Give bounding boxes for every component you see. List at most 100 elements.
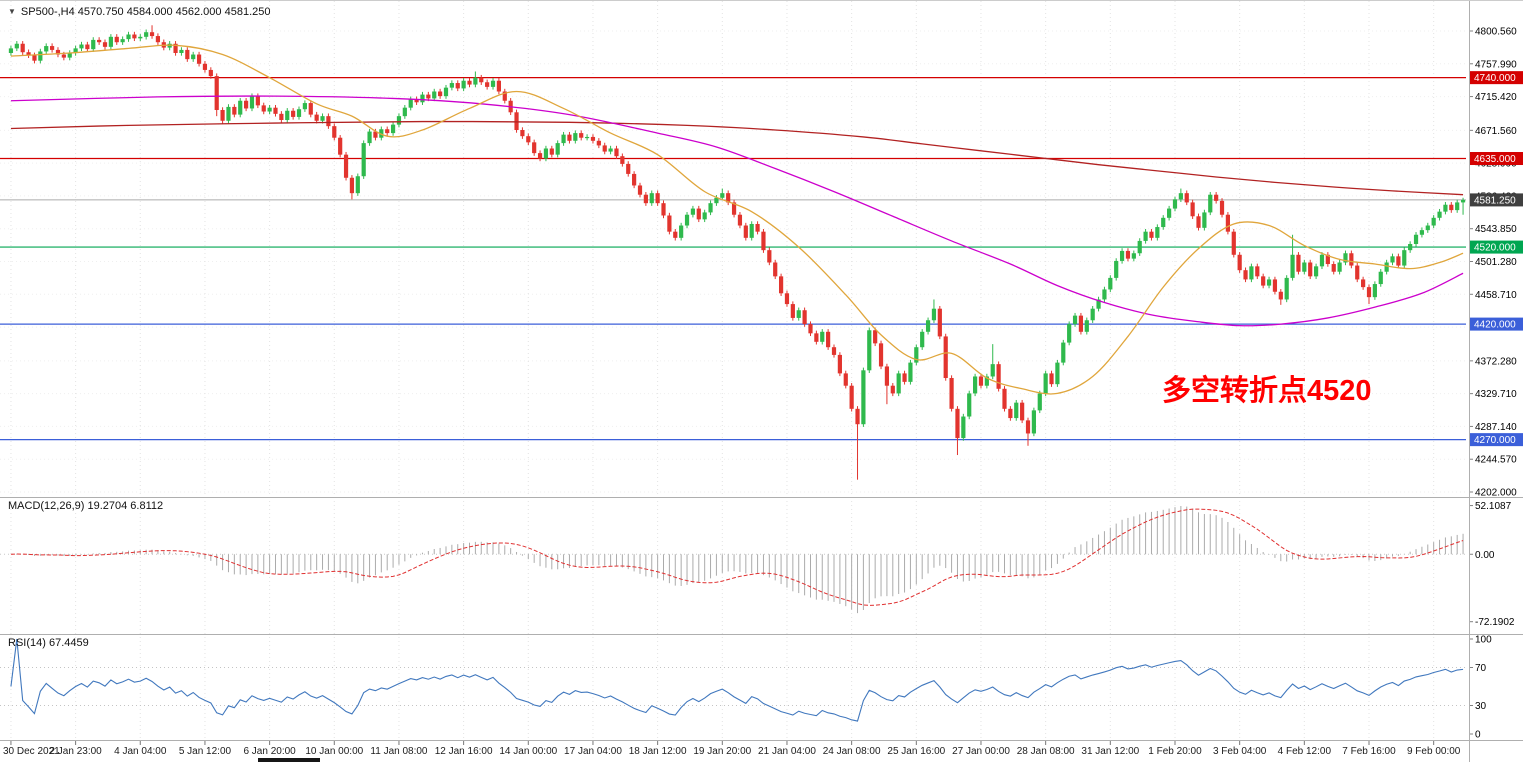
rsi-tick-label: 100 [1475,635,1492,646]
time-tick-label: 17 Jan 04:00 [564,746,622,757]
candle-body [244,100,249,109]
rsi-tick-label: 70 [1475,663,1487,674]
candle-body [173,43,178,53]
candle-body [555,143,560,155]
candle-body [714,197,719,204]
candle-body [120,39,125,43]
candle-body [584,136,590,139]
time-tick-label: 11 Jan 08:00 [370,746,428,757]
candle-body [984,376,989,386]
time-tick-label: 24 Jan 08:00 [823,746,881,757]
time-tick-label: 21 Jan 04:00 [758,746,816,757]
candle-body [267,107,272,112]
candle-body [1419,230,1425,235]
candle-body [279,113,284,121]
candle-body [549,148,554,155]
candle-body [520,130,525,137]
candle-body [955,408,960,439]
candle-body [232,106,237,115]
time-tick-label: 5 Jan 12:00 [179,746,232,757]
candle-body [1378,271,1383,285]
candle-body [185,49,190,60]
price-tick-label: 4757.990 [1475,59,1517,70]
candle-body [314,114,319,121]
price-tick-label: 4800.560 [1475,27,1517,38]
candle-body [273,107,278,114]
candle-body [526,136,531,143]
candle-body [561,134,566,144]
candle-body [1261,276,1266,286]
price-level-label: 4270.000 [1474,435,1516,446]
time-axis-bg[interactable] [0,740,1523,762]
candle-body [1460,199,1466,203]
price-tick-label: 4543.850 [1475,224,1517,235]
candle-body [602,145,607,152]
candle-body [255,96,260,106]
candle-body [426,94,431,99]
candle-body [543,148,549,159]
candle-body [155,36,161,43]
candle-body [73,48,78,53]
last-price-label-bg [1470,193,1523,207]
candle-body [978,376,984,386]
candle-body [1078,315,1084,332]
candle-body [1020,402,1025,421]
time-tick-label: 1 Feb 20:00 [1148,746,1202,757]
candle-body [573,133,578,141]
candle-body [402,107,407,117]
price-level-label-bg [1470,240,1523,254]
candle-body [1025,420,1031,434]
time-tick-label: 10 Jan 00:00 [305,746,363,757]
price-tick-label: 4202.000 [1475,488,1517,499]
candle-body [826,331,831,348]
candle-body [943,336,948,379]
candle-body [455,83,460,89]
candle-body [1231,231,1236,255]
candle-body [179,49,184,53]
candle-body [896,373,901,394]
price-axis[interactable]: 4800.5604757.9904715.4204671.5604628.990… [1470,1,1523,762]
candle-body [690,208,696,215]
candle-body [420,94,425,103]
candle-body [449,83,454,88]
candle-body [1449,204,1454,211]
candle-body [461,80,466,89]
candle-body [479,77,484,83]
macd-tick-label: 0.00 [1475,550,1495,561]
price-level-label-bg [1470,317,1523,331]
candle-body [1190,202,1195,217]
candle-body [67,52,72,58]
chart-title-text: SP500-,H4 4570.750 4584.000 4562.000 458… [20,6,271,18]
candle-body [626,163,631,174]
rsi-tick-label: 0 [1475,730,1481,741]
candle-body [702,212,707,220]
chart-title: ▼ SP500-,H4 4570.750 4584.000 4562.000 45… [8,6,270,18]
candle-body [26,52,31,56]
candle-body [1067,324,1072,343]
candle-body [467,80,472,85]
candle-body [1167,208,1172,218]
price-axis-bg[interactable] [1470,1,1523,762]
candle-body [655,193,660,204]
candle-body [1072,315,1078,325]
price-level-label: 4635.000 [1474,154,1516,165]
candle-body [1237,254,1242,271]
price-level-label-bg [1470,433,1523,447]
time-tick-label: 2 Jan 23:00 [49,746,102,757]
price-level-label: 4740.000 [1474,73,1516,84]
candle-body [925,320,931,332]
collapse-arrow-icon[interactable]: ▼ [8,7,16,16]
candle-body [49,46,55,50]
time-tick-label: 12 Jan 16:00 [435,746,493,757]
candle-body [831,347,837,355]
candle-body [1125,250,1131,259]
candle-body [802,310,807,325]
time-tick-label: 27 Jan 00:00 [952,746,1010,757]
candle-body [361,143,366,177]
scrollbar-thumb[interactable] [258,758,320,762]
candle-body [1384,262,1389,272]
